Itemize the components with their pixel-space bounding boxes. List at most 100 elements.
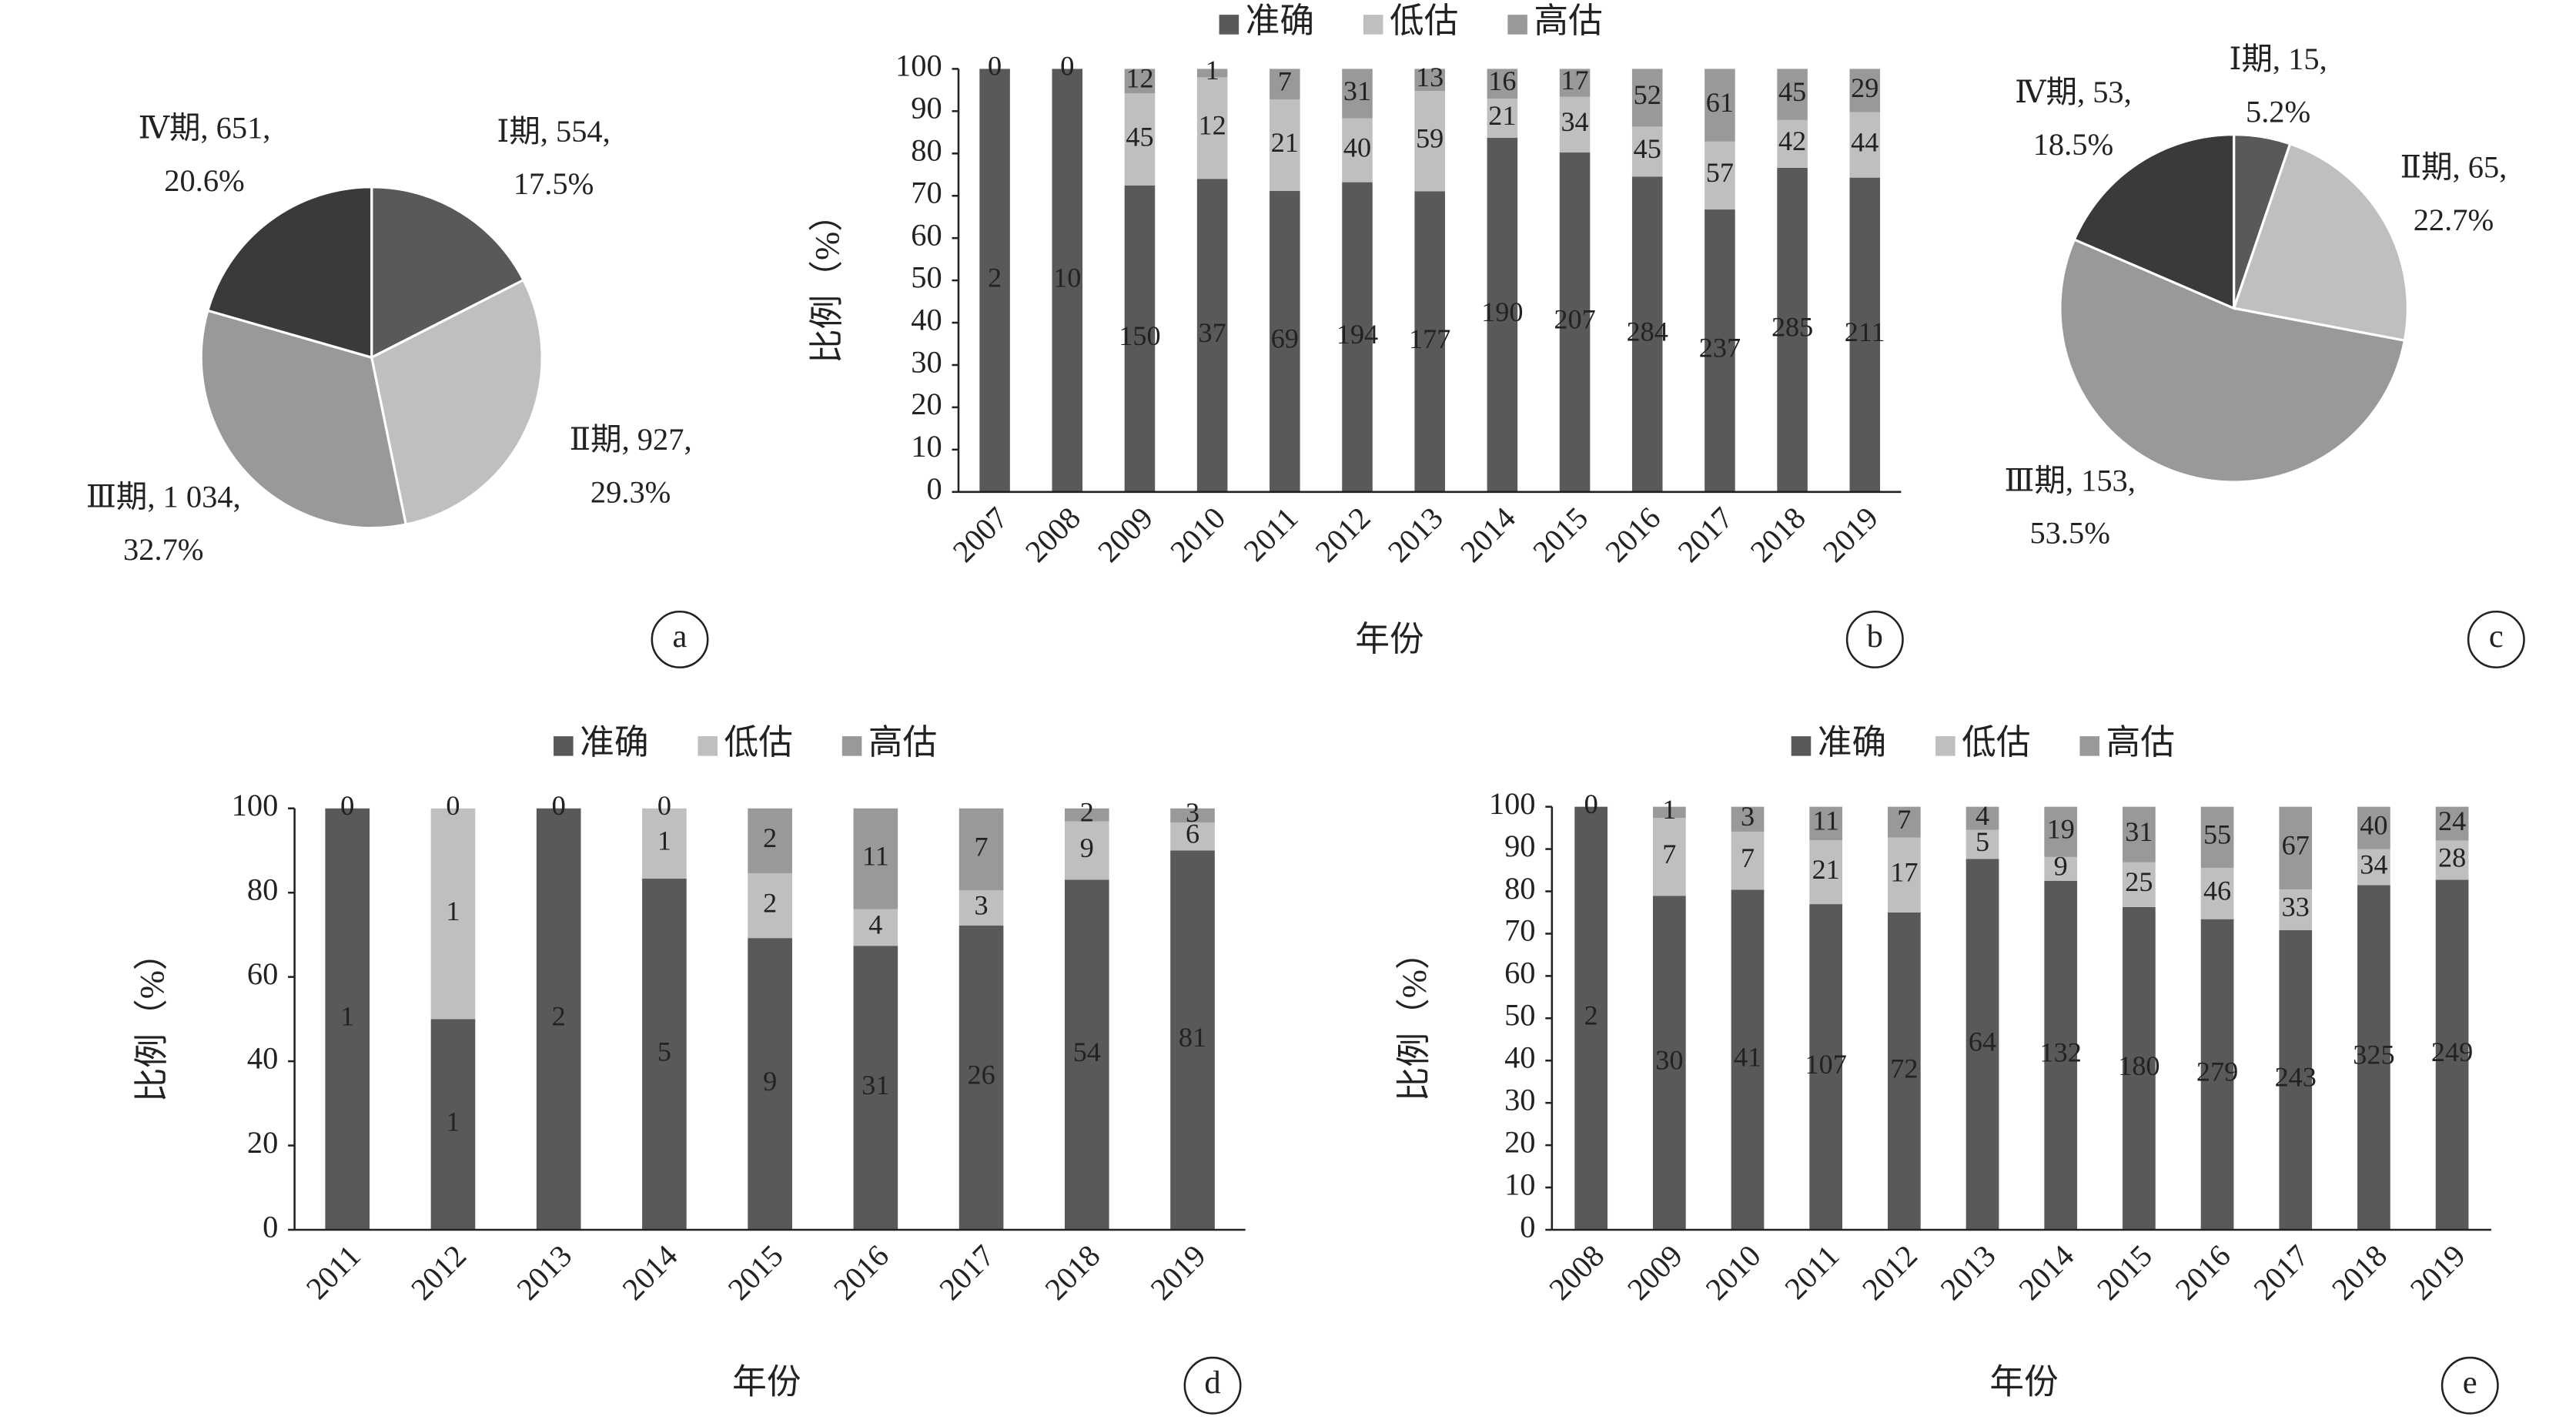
bar-segment <box>958 925 1004 1230</box>
slice-label: Ⅱ期, 927, <box>570 422 692 457</box>
x-tick-label: 2009 <box>1621 1238 1689 1307</box>
x-tick-label: 2012 <box>1855 1238 1924 1307</box>
bar-value-label: 3 <box>1186 797 1199 828</box>
bar-segment <box>1124 69 1156 94</box>
bar-value-label: 10 <box>1053 262 1081 293</box>
bar-value-label: 132 <box>2040 1037 2082 1068</box>
bar-segment <box>1652 806 1686 819</box>
bar-value-label: 54 <box>1073 1037 1101 1067</box>
bar-value-label: 0 <box>1584 789 1598 819</box>
bar-segment <box>1631 69 1663 127</box>
bar-value-label: 0 <box>340 790 354 821</box>
x-tick-label: 2008 <box>1019 501 1087 569</box>
bar-segment <box>2200 806 2234 869</box>
bar-segment <box>1052 69 1083 492</box>
y-tick-label: 100 <box>895 49 942 83</box>
bar-segment <box>853 808 898 909</box>
y-tick-label: 40 <box>911 302 942 337</box>
x-tick-label: 2007 <box>946 501 1015 569</box>
legend-swatch <box>698 736 718 756</box>
legend-label: 准确 <box>1818 723 1886 762</box>
y-tick-label: 70 <box>1504 913 1535 948</box>
bar-segment <box>1342 69 1373 119</box>
bar-value-label: 31 <box>861 1070 889 1100</box>
bar-segment <box>1064 808 1109 822</box>
bar-segment <box>1809 840 1843 905</box>
bar-segment <box>2044 806 2078 857</box>
bar-value-label: 28 <box>2438 842 2466 872</box>
x-tick-label: 2012 <box>1309 501 1377 569</box>
slice-label: 5.2% <box>2246 94 2310 129</box>
bar-value-label: 249 <box>2431 1037 2473 1067</box>
bar-value-label: 52 <box>1634 79 1661 110</box>
bar-segment <box>1731 806 1765 832</box>
y-tick-label: 30 <box>911 344 942 379</box>
bar-segment <box>1705 209 1735 492</box>
x-axis-title: 年份 <box>1355 620 1423 658</box>
bar-segment <box>536 808 581 1230</box>
bar-value-label: 13 <box>1416 62 1444 92</box>
bar-segment <box>2279 806 2313 889</box>
y-tick-label: 60 <box>1504 956 1535 990</box>
x-tick-label: 2018 <box>1744 501 1812 569</box>
bar-value-label: 40 <box>1343 132 1371 162</box>
x-tick-label: 2014 <box>2012 1238 2080 1307</box>
pie-slice <box>2059 237 2407 484</box>
legend-swatch <box>554 736 574 756</box>
bar-segment <box>1559 96 1591 153</box>
bar-segment <box>1270 69 1300 100</box>
bar-segment <box>1064 879 1109 1230</box>
legend-label: 高估 <box>868 723 937 762</box>
bar-segment <box>1849 177 1881 492</box>
x-tick-label: 2012 <box>404 1238 473 1307</box>
bar-segment <box>2279 929 2313 1230</box>
y-tick-label: 100 <box>232 788 279 822</box>
bar-segment <box>2435 806 2469 841</box>
x-tick-label: 2019 <box>1144 1238 1213 1307</box>
bar-value-label: 2 <box>763 822 777 853</box>
x-tick-label: 2016 <box>1598 501 1667 569</box>
slice-label: Ⅳ期, 651, <box>139 111 271 146</box>
bar-value-label: 150 <box>1119 320 1160 351</box>
y-tick-label: 0 <box>263 1209 278 1244</box>
x-tick-label: 2013 <box>1934 1238 2002 1307</box>
bar-value-label: 45 <box>1778 76 1806 107</box>
x-tick-label: 2017 <box>2246 1238 2315 1307</box>
bar-value-label: 69 <box>1271 323 1299 354</box>
legend-swatch <box>1935 736 1955 756</box>
slice-label: Ⅱ期, 65, <box>2400 150 2507 185</box>
bar-value-label: 2 <box>763 887 777 918</box>
bar-value-label: 42 <box>1778 126 1806 156</box>
bar-value-label: 26 <box>967 1060 995 1090</box>
bar-value-label: 7 <box>1662 839 1676 869</box>
y-tick-label: 80 <box>247 872 278 906</box>
bar-segment <box>1196 77 1228 179</box>
bar-value-label: 61 <box>1706 87 1734 118</box>
panel-letter: a <box>673 618 687 655</box>
x-tick-label: 2013 <box>1381 501 1450 569</box>
slice-label: Ⅲ期, 1 034, <box>86 480 241 514</box>
legend-label: 低估 <box>724 723 793 762</box>
bar-segment <box>748 938 792 1230</box>
bar-value-label: 5 <box>1975 826 1989 857</box>
panel-letter: e <box>2463 1365 2477 1401</box>
slice-label: 22.7% <box>2414 203 2494 237</box>
pie-slice <box>206 186 373 360</box>
bar-segment <box>1124 93 1156 186</box>
bar-value-label: 9 <box>1080 832 1094 863</box>
x-tick-label: 2017 <box>1671 501 1740 569</box>
bar-value-label: 12 <box>1199 110 1226 141</box>
bar-segment <box>1888 837 1921 913</box>
bar-segment <box>2123 806 2156 862</box>
x-axis-title: 年份 <box>1989 1363 2058 1402</box>
bar-value-label: 72 <box>1890 1053 1918 1083</box>
bar-segment <box>2044 856 2078 881</box>
bar-value-label: 7 <box>1741 842 1755 873</box>
bar-value-label: 0 <box>988 51 1002 82</box>
y-axis-title: 比例（%） <box>808 197 846 363</box>
bar-value-label: 34 <box>2360 849 2387 879</box>
x-tick-label: 2016 <box>827 1238 895 1307</box>
y-tick-label: 0 <box>926 471 942 506</box>
bar-value-label: 0 <box>1060 51 1074 82</box>
legend-swatch <box>1219 15 1239 35</box>
